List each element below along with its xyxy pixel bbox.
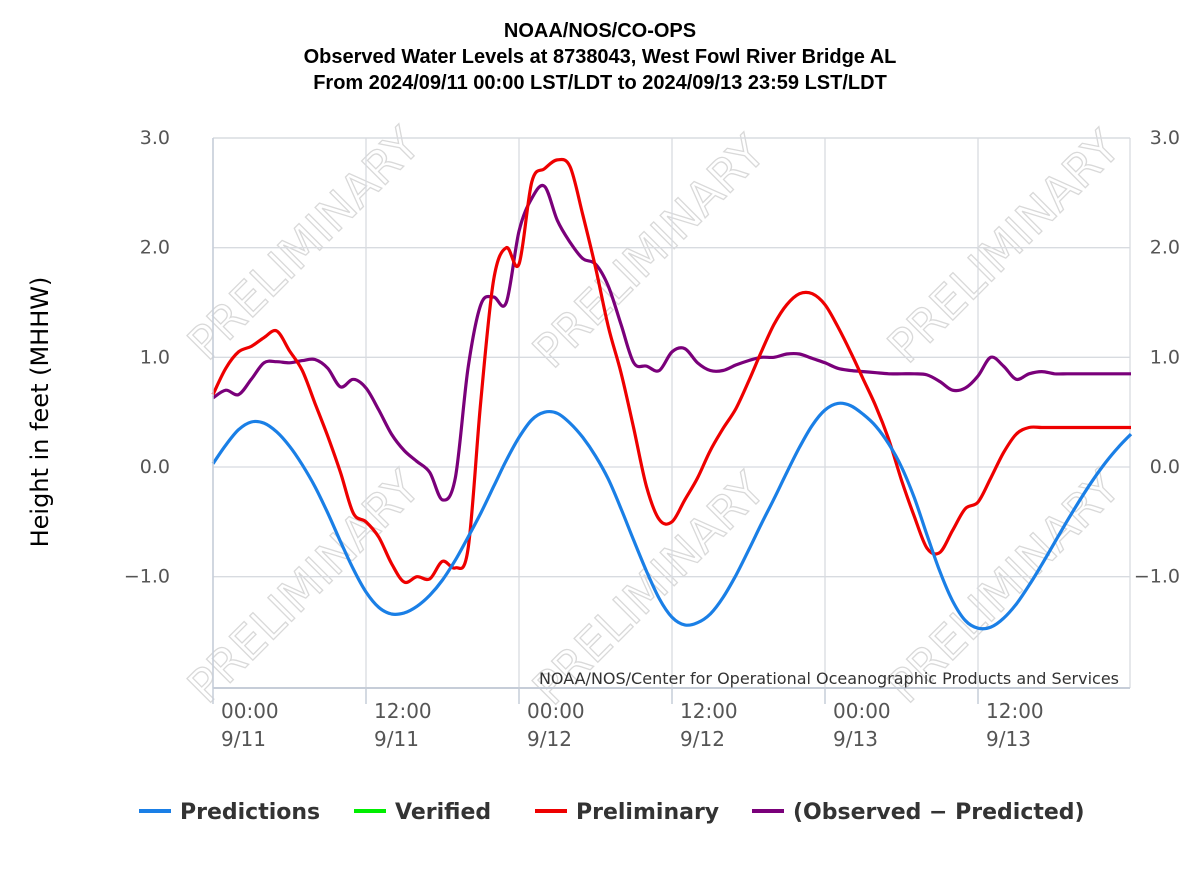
watermark-text: PRELIMINARY bbox=[177, 116, 431, 370]
x-tick-date: 9/13 bbox=[986, 727, 1031, 751]
x-tick-date: 9/13 bbox=[833, 727, 878, 751]
y-tick-label-left: 3.0 bbox=[140, 127, 170, 149]
legend-item-label: Preliminary bbox=[576, 800, 719, 825]
x-tick-date: 9/11 bbox=[221, 727, 266, 751]
x-tick-date: 9/12 bbox=[527, 727, 572, 751]
chart-title: NOAA/NOS/CO-OPS Observed Water Levels at … bbox=[304, 20, 897, 94]
legend-item-label: Verified bbox=[395, 800, 491, 825]
watermark-text: PRELIMINARY bbox=[877, 119, 1131, 373]
title-line: Observed Water Levels at 8738043, West F… bbox=[304, 46, 897, 68]
legend: Predictions Verified Preliminary (Observed … bbox=[139, 800, 1085, 825]
x-tick-time: 12:00 bbox=[986, 699, 1044, 723]
y-tick-label-left: 0.0 bbox=[140, 456, 170, 478]
x-tick-date: 9/12 bbox=[680, 727, 725, 751]
y-tick-label-left: 1.0 bbox=[140, 346, 170, 368]
title-line: From 2024/09/11 00:00 LST/LDT to 2024/09… bbox=[313, 72, 887, 94]
series-line-preliminary bbox=[211, 157, 1131, 585]
plot-area bbox=[211, 157, 1133, 631]
y-tick-label-right: 0.0 bbox=[1150, 456, 1180, 478]
y-tick-label-right: 3.0 bbox=[1150, 127, 1180, 149]
watermark-text: PRELIMINARY bbox=[522, 124, 776, 378]
x-tick-date: 9/11 bbox=[374, 727, 419, 751]
y-axis-label: Height in feet (MHHW) bbox=[26, 277, 54, 548]
legend-item-label: Predictions bbox=[180, 800, 320, 825]
x-tick-time: 00:00 bbox=[833, 699, 891, 723]
x-tick-time: 12:00 bbox=[374, 699, 432, 723]
credit-text: NOAA/NOS/Center for Operational Oceanogr… bbox=[539, 669, 1119, 688]
x-tick-time: 00:00 bbox=[221, 699, 279, 723]
y-tick-label-right: −1.0 bbox=[1134, 566, 1180, 588]
series-line-predictions bbox=[211, 401, 1133, 631]
chart-axes: 3.0 3.0 2.0 2.0 1.0 1.0 0.0 0.0 −1.0 −1.0 00:00 9/1… bbox=[124, 127, 1180, 751]
y-tick-label-left: −1.0 bbox=[124, 566, 170, 588]
legend-item-label: (Observed − Predicted) bbox=[793, 800, 1085, 825]
x-tick-time: 00:00 bbox=[527, 699, 585, 723]
y-tick-label-right: 1.0 bbox=[1150, 346, 1180, 368]
series-line-observed-predicted bbox=[212, 183, 1131, 502]
watermark-text: PRELIMINARY bbox=[177, 459, 431, 713]
title-line: NOAA/NOS/CO-OPS bbox=[504, 20, 696, 42]
y-tick-label-left: 2.0 bbox=[140, 237, 170, 259]
y-tick-label-right: 2.0 bbox=[1150, 237, 1180, 259]
x-tick-time: 12:00 bbox=[680, 699, 738, 723]
